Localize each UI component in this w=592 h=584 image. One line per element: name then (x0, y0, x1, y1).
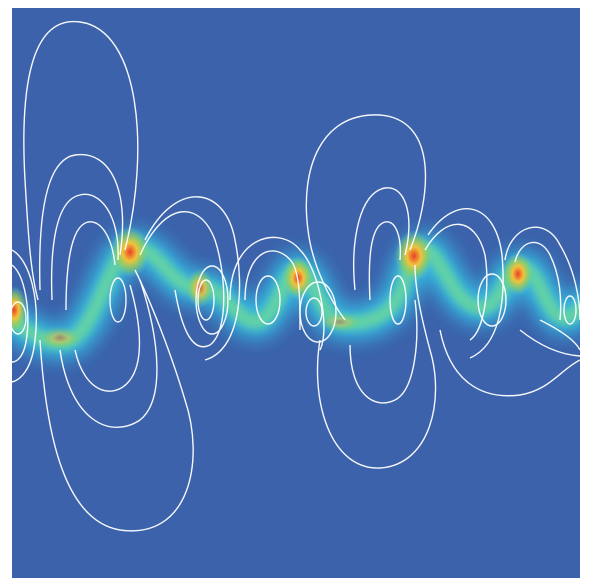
field-layer (12, 20, 580, 532)
hotspot (12, 286, 28, 334)
contour (316, 264, 437, 469)
contour (539, 319, 580, 351)
contour (514, 241, 562, 321)
contour (59, 279, 158, 429)
contour (368, 221, 402, 301)
contour (504, 226, 580, 321)
contour (139, 211, 225, 348)
contour (50, 193, 119, 301)
contour (65, 221, 116, 311)
contour (39, 269, 194, 532)
hotspot (38, 326, 82, 350)
contour (424, 223, 488, 341)
contour (389, 275, 407, 325)
contour (12, 249, 37, 383)
contours (12, 20, 580, 532)
contour (12, 264, 29, 363)
contour (305, 297, 323, 327)
contour (23, 20, 139, 301)
contour (439, 329, 580, 397)
contour (197, 279, 215, 321)
contour (12, 301, 27, 335)
contour (563, 295, 577, 325)
contour (109, 277, 127, 323)
contour (255, 275, 281, 325)
hotspot (502, 252, 534, 296)
contour (349, 299, 418, 404)
contour (299, 281, 337, 343)
contour (229, 236, 325, 351)
contour (477, 273, 507, 327)
contour (305, 114, 427, 321)
contour (39, 153, 124, 291)
contour (353, 187, 410, 291)
hotspot (318, 312, 362, 332)
contour (74, 284, 141, 392)
contour (244, 250, 301, 331)
hotspot (110, 226, 150, 278)
contour (144, 196, 241, 361)
contour (427, 208, 504, 359)
hotspot (394, 230, 434, 282)
contour (195, 265, 229, 335)
contour (519, 329, 580, 357)
